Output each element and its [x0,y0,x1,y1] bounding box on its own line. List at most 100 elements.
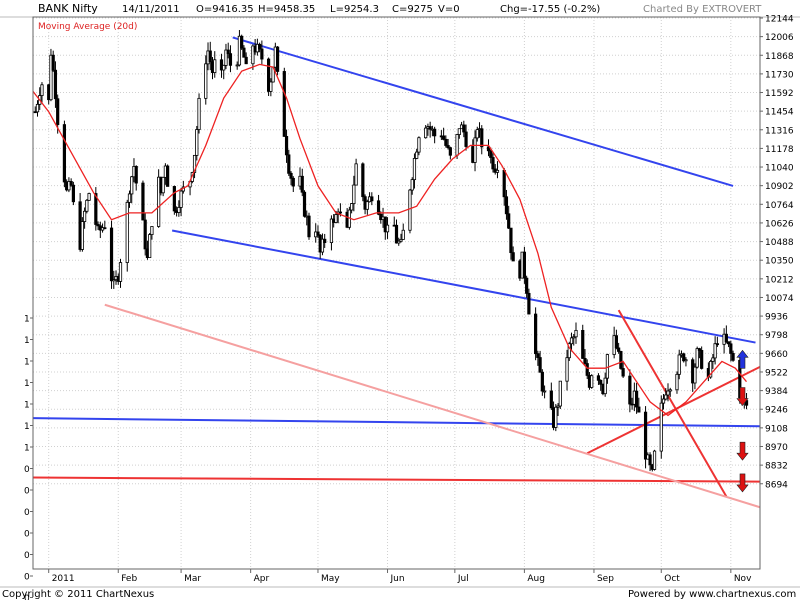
candle-body [540,371,544,392]
candle-body [424,127,428,139]
candle-body [51,54,55,71]
candle-body [177,207,181,213]
candle-body [361,163,365,198]
x-tick-label: Nov [734,574,752,584]
arrow-down-icon [736,473,749,493]
y-tick-label: 11868 [765,52,794,62]
candle-body [251,45,255,65]
candle-body [556,405,560,408]
candle-body [204,63,208,99]
candle-body [599,379,603,385]
candle-body [112,279,116,282]
y-left-tick-label: 1 [24,422,30,432]
candle-body [502,169,506,198]
powered-by-label: Powered by www.chartnexus.com [628,589,796,600]
candle-body [67,181,71,191]
candle-body [534,313,538,355]
candle-body [291,177,295,187]
candle-body [675,373,679,391]
candle-body [585,363,589,376]
candle-body [684,359,688,362]
candle-body [495,169,500,173]
candle-body [226,49,230,55]
candle-body [668,389,672,392]
candle-body [150,226,154,235]
candle-body [666,390,670,396]
candle-body [527,292,531,315]
candle-body [603,377,607,395]
candle-body [394,224,399,244]
candle-body [473,137,477,163]
candle-body [240,35,244,49]
candle-body [161,176,165,194]
candle-body [682,353,686,362]
candle-body [565,357,569,382]
candle-body [574,329,578,338]
moving-average-layer [32,63,748,417]
y-left-tick-label: 1 [24,358,30,368]
candle-body [350,203,354,211]
candle-body [628,375,632,405]
candle-body [619,351,623,369]
candle-body [522,251,526,279]
candle-body [242,47,246,58]
volume-label: V=0 [438,4,460,15]
x-axis: 2011 Feb Mar Apr May Jun Jul Aug Sep Oct Nov [48,569,752,584]
candle-body [446,145,450,149]
indicator-label: Moving Average (20d) [38,22,137,32]
arrow-down-icon [736,387,749,406]
y-tick-label: 11592 [765,89,794,99]
y-tick-label: 12006 [765,33,794,43]
y-tick-label: 9246 [765,406,788,416]
close-label: C=9275 [392,4,433,15]
candle-body [713,343,717,359]
y-tick-label: 11454 [765,108,794,118]
x-tick-label: Apr [254,574,270,584]
y-left-tick-label: 0 [24,487,30,497]
candle-body [197,97,201,130]
candle-body [143,219,147,250]
candle-body [83,210,87,222]
candle-body [284,136,289,156]
candle-body [536,353,540,358]
candle-body [444,138,448,146]
candle-body [664,394,668,400]
y-tick-label: 10764 [765,201,794,211]
candle-body [94,193,98,225]
candle-body [700,350,704,369]
y-left-tick-label: 1 [24,379,30,389]
candle-body [282,71,286,137]
trendline [32,476,761,483]
candle-body [491,157,495,170]
y-left-tick-label: 1 [24,315,30,325]
symbol-label: BANK Nifty [38,2,98,15]
candle-body [693,366,697,384]
trendline [617,309,728,497]
candle-body [213,59,217,73]
moving-average-line [32,63,748,417]
candle-body [56,98,60,125]
candle-body [480,128,484,148]
y-tick-label: 10902 [765,182,794,192]
candle-body [49,54,53,101]
x-tick-label: Oct [664,574,680,584]
open-label: O=9416.35 [196,4,254,15]
candle-body [302,191,307,217]
candle-body [71,184,75,203]
candle-body [352,184,356,204]
arrow-down-icon [736,441,749,461]
trendline [232,36,734,187]
candle-body [659,402,663,452]
candle-body [192,154,197,173]
y-tick-label: 11178 [765,145,794,155]
candle-body [365,201,369,210]
candle-body [542,390,547,393]
trendline [32,417,761,428]
y-tick-label: 10074 [765,294,794,304]
candle-body [507,213,511,229]
candle-body [383,216,387,233]
candle-body [69,181,73,186]
copyright-label: Copyright © 2011 ChartNexus [2,589,154,600]
y-tick-label: 9798 [765,331,788,341]
candle-body [385,224,390,233]
